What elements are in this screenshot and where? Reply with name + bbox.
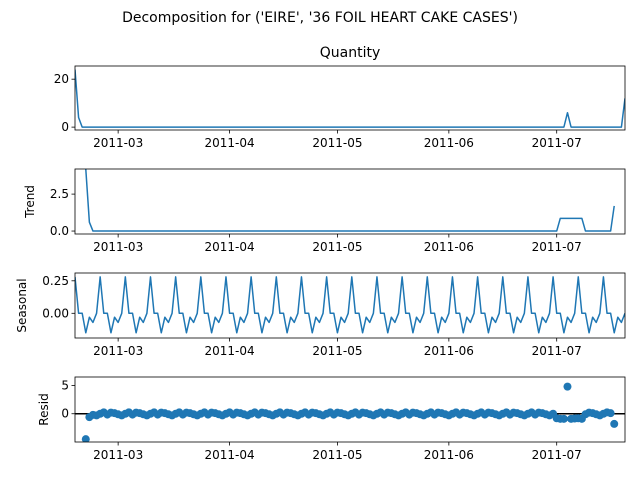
panel-seasonal: Seasonal 0.00 0.25 2011-03 2011-04 2011-05 201… <box>15 272 626 358</box>
x-tick-label: 2011-07 <box>532 136 582 150</box>
x-tick-label: 2011-03 <box>93 448 143 462</box>
x-tick-label: 2011-04 <box>205 240 255 254</box>
plot-area-seasonal <box>75 276 625 334</box>
x-tick-label: 2011-06 <box>424 448 474 462</box>
axes-frame-seasonal <box>74 272 626 339</box>
panel-resid: Resid 0 5 2011-03 2011-04 2011-05 2011-06 2011-… <box>37 376 626 462</box>
resid-point <box>563 382 572 391</box>
x-tick-label: 2011-05 <box>312 344 362 358</box>
y-axis-label-trend: Trend <box>23 185 37 219</box>
figure-suptitle: Decomposition for ('EIRE', '36 FOIL HEAR… <box>122 10 518 26</box>
resid-point <box>81 435 90 442</box>
axes-frame-trend <box>74 168 626 235</box>
x-tick-label: 2011-03 <box>93 344 143 358</box>
y-tick-label: 5 <box>61 378 69 392</box>
plot-area-trend <box>85 169 615 232</box>
x-tick-label: 2011-06 <box>424 136 474 150</box>
y-tick-label: 0.25 <box>42 274 69 288</box>
x-tick-label: 2011-06 <box>424 240 474 254</box>
panel-trend: Trend 0.0 2.5 2011-03 2011-04 2011-05 2011-06 2… <box>23 168 626 254</box>
x-tick-label: 2011-04 <box>205 344 255 358</box>
panel-quantity: Quantity 0 20 2011-03 2011-04 2011-05 2011-06 2… <box>54 45 626 150</box>
resid-point <box>559 414 568 423</box>
y-tick-label: 20 <box>54 72 69 86</box>
trend-series-line <box>85 169 615 232</box>
x-tick-label: 2011-03 <box>93 240 143 254</box>
quantity-series-line <box>75 69 625 128</box>
plot-area-resid <box>75 382 625 442</box>
x-tick-label: 2011-05 <box>312 240 362 254</box>
axes-frame-quantity <box>74 65 626 131</box>
x-tick-label: 2011-06 <box>424 344 474 358</box>
x-tick-label: 2011-07 <box>532 344 582 358</box>
x-tick-label: 2011-04 <box>205 448 255 462</box>
x-tick-label: 2011-04 <box>205 136 255 150</box>
x-tick-label: 2011-05 <box>312 448 362 462</box>
x-tick-label: 2011-07 <box>532 448 582 462</box>
panels-group: Quantity 0 20 2011-03 2011-04 2011-05 2011-06 2… <box>15 45 626 462</box>
y-axis-label-seasonal: Seasonal <box>15 278 29 332</box>
x-tick-label: 2011-03 <box>93 136 143 150</box>
y-tick-label: 0 <box>61 120 69 134</box>
resid-point <box>610 419 619 428</box>
resid-point <box>606 409 615 418</box>
y-tick-label: 2.5 <box>50 187 69 201</box>
panel-title-quantity: Quantity <box>320 45 381 61</box>
y-tick-label: 0.0 <box>50 224 69 238</box>
y-tick-label: 0 <box>61 407 69 421</box>
y-axis-label-resid: Resid <box>37 393 51 425</box>
x-tick-label: 2011-07 <box>532 240 582 254</box>
axes-frame-resid <box>74 376 626 443</box>
seasonal-series-line <box>75 276 625 334</box>
x-tick-label: 2011-05 <box>312 136 362 150</box>
y-tick-label: 0.00 <box>42 306 69 320</box>
plot-area-quantity <box>75 69 625 128</box>
